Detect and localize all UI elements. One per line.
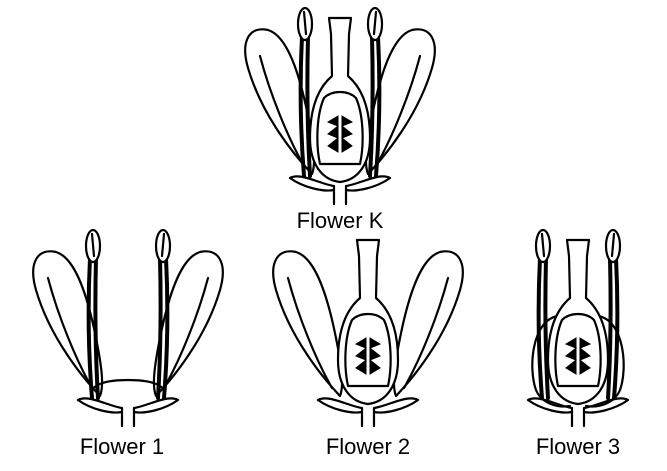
flower-1-label: Flower 1 xyxy=(80,434,164,459)
flower-2 xyxy=(272,238,464,428)
flower-1 xyxy=(32,228,224,428)
flower-k xyxy=(244,6,436,206)
flower-k-label: Flower K xyxy=(297,208,384,233)
flower-3 xyxy=(526,228,630,428)
flower-2-label: Flower 2 xyxy=(326,434,410,459)
flower-3-label: Flower 3 xyxy=(536,434,620,459)
